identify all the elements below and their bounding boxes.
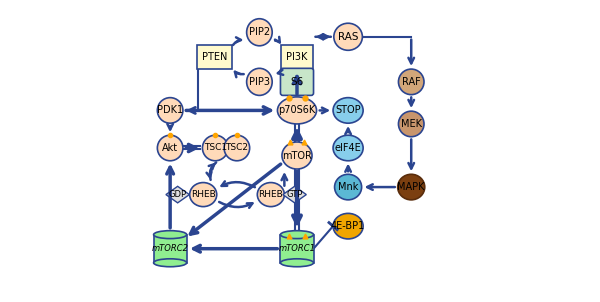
Text: p70S6K: p70S6K	[278, 105, 316, 115]
Text: PIP2: PIP2	[249, 27, 270, 37]
Ellipse shape	[190, 183, 217, 207]
Text: TSC2: TSC2	[226, 143, 248, 153]
Text: eIF4E: eIF4E	[335, 143, 361, 153]
Text: Akt: Akt	[162, 143, 178, 153]
Text: STOP: STOP	[335, 105, 361, 115]
Ellipse shape	[398, 174, 425, 200]
Ellipse shape	[257, 183, 284, 207]
FancyBboxPatch shape	[280, 68, 314, 95]
Ellipse shape	[334, 23, 362, 50]
Ellipse shape	[154, 259, 187, 267]
Text: RHEB: RHEB	[259, 190, 283, 199]
Ellipse shape	[333, 214, 363, 239]
Bar	[280, 235, 314, 263]
Ellipse shape	[247, 68, 272, 95]
Bar	[154, 235, 187, 263]
Polygon shape	[166, 186, 190, 203]
Ellipse shape	[154, 231, 187, 239]
Ellipse shape	[333, 135, 363, 161]
Text: GDP: GDP	[169, 190, 187, 199]
FancyBboxPatch shape	[197, 45, 232, 69]
Ellipse shape	[247, 19, 272, 46]
Text: mTOR: mTOR	[282, 150, 312, 160]
Text: mTORC1: mTORC1	[278, 244, 316, 253]
Text: PDK1: PDK1	[157, 105, 183, 115]
Ellipse shape	[157, 135, 183, 161]
Ellipse shape	[224, 135, 250, 161]
Text: Mnk: Mnk	[338, 182, 358, 192]
Text: MEK: MEK	[401, 119, 422, 129]
Text: MAPK: MAPK	[397, 182, 425, 192]
Text: RAF: RAF	[402, 77, 421, 87]
Text: GTP: GTP	[286, 190, 303, 199]
Ellipse shape	[282, 142, 312, 169]
Ellipse shape	[280, 259, 314, 267]
FancyBboxPatch shape	[281, 45, 313, 69]
Ellipse shape	[157, 98, 183, 123]
Ellipse shape	[202, 135, 228, 161]
Text: S6: S6	[290, 77, 304, 87]
Text: mTORC2: mTORC2	[152, 244, 188, 253]
Ellipse shape	[398, 69, 424, 95]
Text: RAS: RAS	[338, 32, 358, 42]
Text: TSC1: TSC1	[203, 143, 227, 153]
Ellipse shape	[335, 174, 362, 200]
Text: PIP3: PIP3	[249, 77, 270, 87]
Text: RHEB: RHEB	[191, 190, 215, 199]
Text: PTEN: PTEN	[202, 52, 227, 62]
Ellipse shape	[333, 98, 363, 123]
Ellipse shape	[280, 231, 314, 239]
Text: PI3K: PI3K	[286, 52, 308, 62]
Ellipse shape	[277, 97, 317, 124]
Text: 4E-BP1: 4E-BP1	[331, 221, 365, 231]
Polygon shape	[283, 186, 307, 203]
Ellipse shape	[398, 111, 424, 137]
